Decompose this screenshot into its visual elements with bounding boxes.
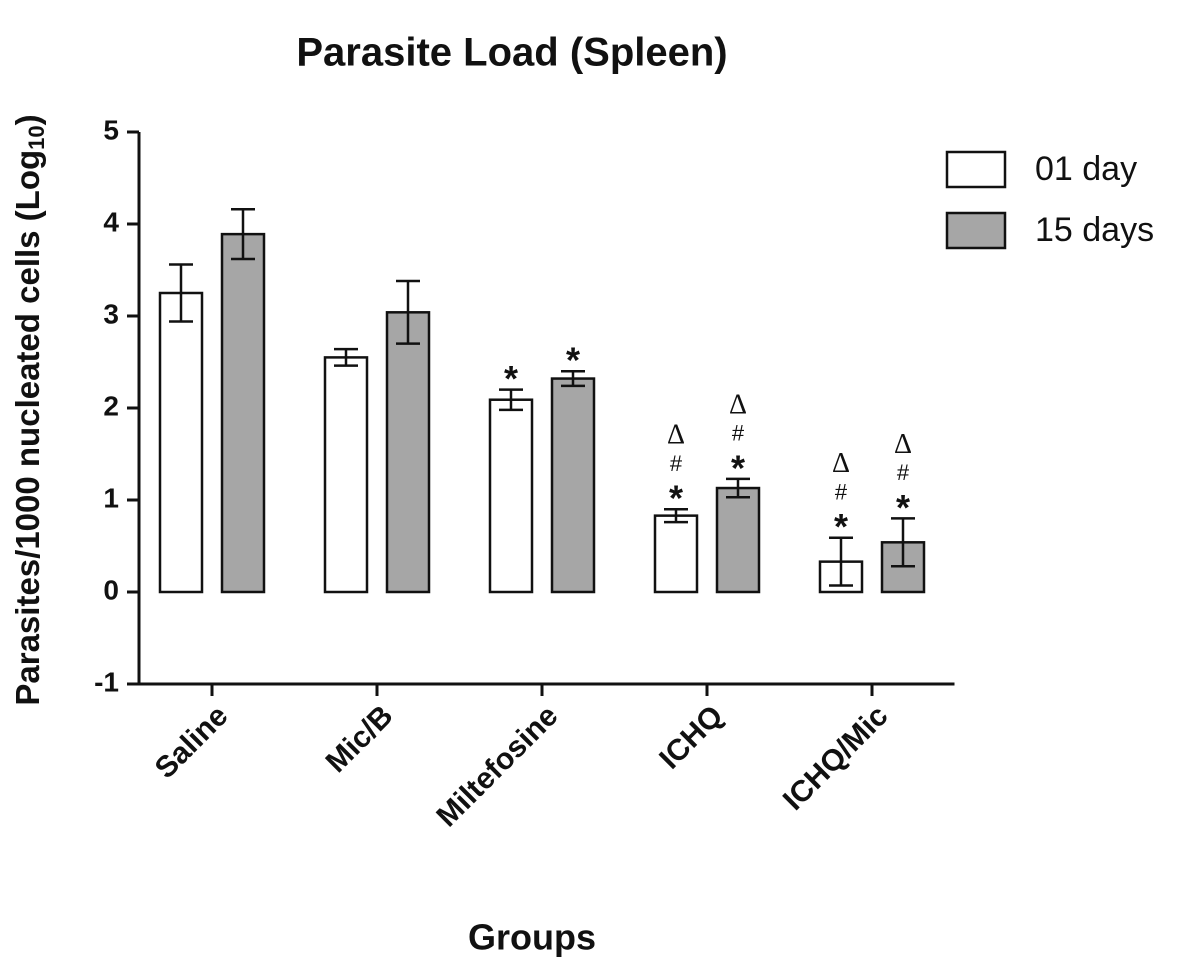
annotation: Δ [729, 389, 747, 420]
y-tick-label: 5 [103, 114, 119, 145]
annotation: * [834, 506, 848, 547]
x-tick-label: Saline [149, 699, 235, 785]
x-axis-label: Groups [468, 917, 596, 958]
y-axis-label: Parasites/1000 nucleated cells (Log10) [9, 114, 49, 705]
legend-swatch [945, 211, 1007, 250]
bar [715, 486, 761, 594]
y-tick-label: 0 [103, 574, 119, 605]
annotation: * [566, 340, 580, 381]
annotation: # [835, 480, 848, 505]
annotation: Δ [894, 429, 912, 460]
y-axis-label-sub: 10 [24, 125, 49, 149]
legend-swatch [945, 150, 1007, 189]
y-tick-label: 2 [103, 390, 119, 421]
y-tick-label: 3 [103, 298, 119, 329]
bar [550, 377, 596, 594]
legend-label: 15 days [1035, 211, 1154, 249]
y-tick-label: 4 [103, 206, 119, 237]
bar [220, 232, 266, 594]
y-tick-label: -1 [94, 666, 119, 697]
y-axis-label-main: Parasites/1000 nucleated cells (Log [9, 150, 46, 706]
bar [488, 398, 534, 594]
x-tick-label: ICHQ/Mic [777, 699, 895, 817]
bar [158, 291, 204, 594]
annotation: Δ [832, 448, 850, 479]
bar [653, 514, 699, 594]
annotation: Δ [667, 420, 685, 451]
annotation: * [504, 358, 518, 399]
annotation: # [732, 421, 745, 446]
chart-title: Parasite Load (Spleen) [296, 31, 727, 75]
y-tick-label: 1 [103, 482, 119, 513]
x-tick-label: Mic/B [320, 699, 400, 779]
annotation: * [731, 447, 745, 488]
annotation: * [669, 478, 683, 519]
x-tick-label: Miltefosine [430, 699, 564, 833]
annotation: # [897, 460, 910, 485]
y-axis-label-end: ) [9, 114, 46, 125]
annotation: # [670, 451, 683, 476]
legend-label: 01 day [1035, 150, 1137, 188]
annotation: * [896, 487, 910, 528]
bar [385, 311, 431, 594]
bar [323, 356, 369, 594]
x-tick-label: ICHQ [653, 699, 729, 775]
